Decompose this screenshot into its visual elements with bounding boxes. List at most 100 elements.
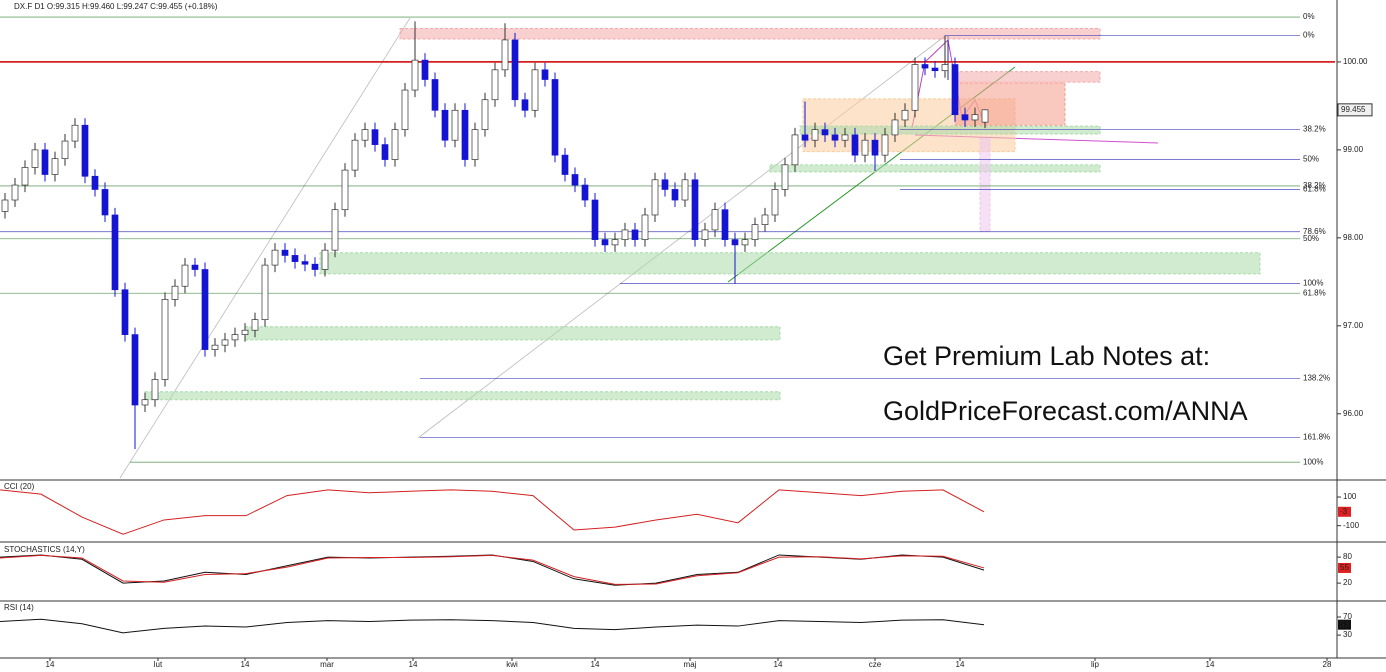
y-tick-label: 99.00 xyxy=(1343,145,1364,154)
candle-body xyxy=(981,109,989,123)
candle-body xyxy=(961,114,969,121)
indicator-title: RSI (14) xyxy=(4,603,34,612)
candle-body xyxy=(381,144,389,160)
candle-body xyxy=(51,158,59,175)
candle-body xyxy=(321,249,329,270)
candle-body xyxy=(121,289,129,335)
candle-body xyxy=(11,184,19,201)
candle-body xyxy=(691,179,699,240)
candle-body xyxy=(541,69,549,80)
x-tick-label: 14 xyxy=(1206,660,1215,669)
x-tick-label: 14 xyxy=(591,660,600,669)
fib-label: 50% xyxy=(1303,234,1319,243)
candle-body xyxy=(31,149,39,168)
last-value-box xyxy=(1338,506,1351,517)
candle-body xyxy=(731,239,739,246)
candle-body xyxy=(671,189,679,201)
candle-body xyxy=(581,184,589,201)
candle-body xyxy=(461,109,469,160)
y-tick-label: 96.00 xyxy=(1343,409,1364,418)
fib-label: 0% xyxy=(1303,31,1315,40)
candle-body xyxy=(591,199,599,240)
candle-body xyxy=(141,399,149,406)
candle-body xyxy=(81,124,89,177)
fib-label: 61.8% xyxy=(1303,288,1326,297)
candle-body xyxy=(331,209,339,251)
zone xyxy=(319,252,1261,275)
zone xyxy=(954,71,1101,83)
candle-body xyxy=(301,261,309,265)
y-tick-label: 98.00 xyxy=(1343,233,1364,242)
promo-text: GoldPriceForecast.com/ANNA xyxy=(883,396,1248,426)
candle-body xyxy=(641,214,649,240)
zone xyxy=(144,391,781,401)
candle-body xyxy=(851,134,859,156)
chart-header: DX.F D1 O:99.315 H:99.460 L:99.247 C:99.… xyxy=(14,2,218,11)
candle-body xyxy=(621,229,629,240)
candle-body xyxy=(901,109,909,121)
x-tick-label: 14 xyxy=(956,660,965,669)
candle-body xyxy=(791,134,799,166)
candle-body xyxy=(701,229,709,240)
candle-body xyxy=(411,59,419,91)
y-tick-label: -100 xyxy=(1343,521,1360,530)
y-tick-label: 80 xyxy=(1343,552,1352,561)
candle-body xyxy=(651,179,659,216)
zone xyxy=(954,82,1066,126)
y-tick-label: 20 xyxy=(1343,578,1352,587)
zone xyxy=(769,164,1101,173)
fib-label: 78.6% xyxy=(1303,227,1326,236)
candle-body xyxy=(421,59,429,80)
candle-body xyxy=(751,224,759,240)
candle-body xyxy=(571,174,579,186)
fib-label: 161.8% xyxy=(1303,433,1330,442)
candle-body xyxy=(611,239,619,246)
candle-body xyxy=(801,134,809,141)
candle-body xyxy=(881,134,889,156)
candle-body xyxy=(721,209,729,240)
indicator-title: CCI (20) xyxy=(4,482,35,491)
last-price: 99.455 xyxy=(1341,105,1366,114)
zone xyxy=(799,125,1101,135)
candle-body xyxy=(771,189,779,216)
candle-body xyxy=(521,99,529,111)
candle-body xyxy=(341,169,349,211)
fib-label: 50% xyxy=(1303,155,1319,164)
x-tick-label: lut xyxy=(154,660,163,669)
candle-body xyxy=(231,334,239,341)
last-value-box xyxy=(1338,619,1351,630)
candle-body xyxy=(401,89,409,130)
candle-body xyxy=(361,129,369,141)
fib-label: 61.8% xyxy=(1303,185,1326,194)
candle-body xyxy=(661,179,669,190)
candle-body xyxy=(91,175,99,190)
candle-body xyxy=(601,239,609,246)
candle-body xyxy=(891,119,899,136)
candle-body xyxy=(221,339,229,346)
candle-body xyxy=(1,199,9,212)
candle-body xyxy=(531,69,539,111)
candle-body xyxy=(111,214,119,291)
candle-body xyxy=(131,334,139,406)
candle-body xyxy=(151,379,159,401)
candle-body xyxy=(41,149,49,175)
candle-body xyxy=(251,319,259,331)
x-tick-label: lip xyxy=(1091,660,1100,669)
candle-body xyxy=(551,79,559,156)
x-tick-label: cze xyxy=(869,660,882,669)
zone xyxy=(979,137,991,233)
trend-line xyxy=(119,17,411,479)
candle-body xyxy=(201,269,209,350)
candle-body xyxy=(271,249,279,266)
candle-body xyxy=(241,329,249,335)
candle-body xyxy=(21,167,29,186)
candle-body xyxy=(681,179,689,201)
last-value: -3 xyxy=(1340,507,1348,516)
candle-body xyxy=(351,139,359,171)
indicator-title: STOCHASTICS (14,Y) xyxy=(4,545,85,554)
candle-body xyxy=(561,154,569,175)
candle-body xyxy=(211,344,219,350)
drawings xyxy=(0,16,1335,479)
candle-body xyxy=(291,255,299,262)
candle-body xyxy=(761,214,769,225)
